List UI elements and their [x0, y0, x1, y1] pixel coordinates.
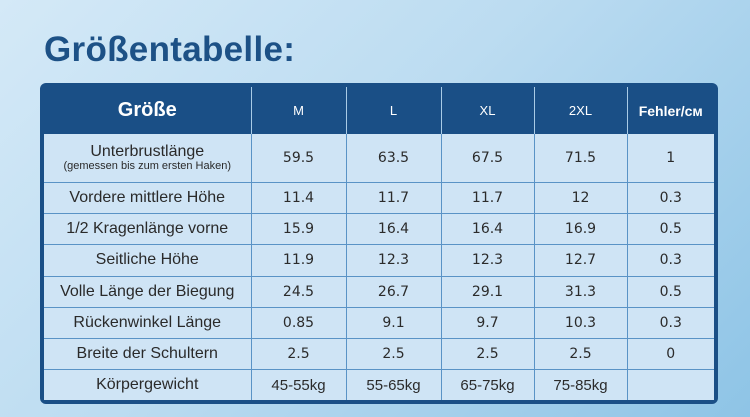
cell-l: 55-65kg [345, 369, 442, 400]
table-row: 1/2 Kragenlänge vorne 15.9 16.4 16.4 16.… [44, 213, 714, 246]
table-row: Unterbrustlänge (gemessen bis zum ersten… [44, 134, 714, 183]
table-row: Volle Länge der Biegung 24.5 26.7 29.1 3… [44, 275, 714, 308]
row-label-sub: (gemessen bis zum ersten Haken) [63, 160, 231, 173]
cell-error: 1 [626, 134, 714, 183]
row-label: Unterbrustlänge (gemessen bis zum ersten… [44, 134, 252, 183]
header-l: L [346, 87, 442, 134]
cell-l: 11.7 [345, 181, 442, 215]
cell-m: 59.5 [250, 134, 347, 183]
cell-2xl: 31.3 [533, 275, 628, 308]
cell-m: 24.5 [250, 275, 347, 308]
row-label: Breite der Schultern [44, 337, 252, 371]
header-xl: XL [441, 87, 535, 134]
cell-error: 0.3 [626, 306, 714, 339]
cell-error: 0.3 [626, 181, 714, 215]
cell-2xl: 12 [533, 181, 628, 215]
cell-xl: 16.4 [440, 213, 535, 246]
header-2xl: 2XL [534, 87, 628, 134]
row-label-main: Unterbrustlänge [90, 143, 205, 161]
row-label: 1/2 Kragenlänge vorne [44, 213, 252, 246]
cell-m: 11.9 [250, 244, 347, 277]
row-label: Volle Länge der Biegung [44, 275, 252, 308]
cell-l: 2.5 [345, 337, 442, 371]
cell-xl: 67.5 [440, 134, 535, 183]
cell-xl: 11.7 [440, 181, 535, 215]
cell-2xl: 75-85kg [533, 369, 628, 400]
table-row: Seitliche Höhe 11.9 12.3 12.3 12.7 0.3 [44, 244, 714, 277]
table-header-row: Größe M L XL 2XL Fehler/cм [44, 87, 714, 134]
header-m: M [251, 87, 347, 134]
cell-xl: 12.3 [440, 244, 535, 277]
size-table: Größe M L XL 2XL Fehler/cм Unterbrustlän… [44, 87, 714, 400]
cell-error: 0.5 [626, 275, 714, 308]
cell-xl: 65-75kg [440, 369, 535, 400]
cell-l: 12.3 [345, 244, 442, 277]
cell-m: 45-55kg [250, 369, 347, 400]
cell-2xl: 71.5 [533, 134, 628, 183]
page-title: Größentabelle: [44, 30, 296, 69]
cell-m: 11.4 [250, 181, 347, 215]
cell-l: 16.4 [345, 213, 442, 246]
table-row: Rückenwinkel Länge 0.85 9.1 9.7 10.3 0.3 [44, 306, 714, 339]
header-size: Größe [44, 87, 252, 134]
row-label: Vordere mittlere Höhe [44, 181, 252, 215]
cell-xl: 2.5 [440, 337, 535, 371]
size-chart-table: Größe M L XL 2XL Fehler/cм Unterbrustlän… [40, 83, 718, 404]
row-label: Rückenwinkel Länge [44, 306, 252, 339]
cell-2xl: 10.3 [533, 306, 628, 339]
cell-2xl: 12.7 [533, 244, 628, 277]
cell-error: 0 [626, 337, 714, 371]
table-row: Vordere mittlere Höhe 11.4 11.7 11.7 12 … [44, 181, 714, 215]
cell-xl: 9.7 [440, 306, 535, 339]
cell-error: 0.5 [626, 213, 714, 246]
table-row: Breite der Schultern 2.5 2.5 2.5 2.5 0 [44, 337, 714, 371]
cell-m: 15.9 [250, 213, 347, 246]
cell-m: 0.85 [250, 306, 347, 339]
cell-m: 2.5 [250, 337, 347, 371]
cell-2xl: 16.9 [533, 213, 628, 246]
header-error: Fehler/cм [627, 87, 714, 134]
cell-2xl: 2.5 [533, 337, 628, 371]
row-label: Körpergewicht [44, 369, 252, 400]
cell-l: 63.5 [345, 134, 442, 183]
cell-l: 9.1 [345, 306, 442, 339]
cell-error: 0.3 [626, 244, 714, 277]
table-row: Körpergewicht 45-55kg 55-65kg 65-75kg 75… [44, 369, 714, 400]
cell-l: 26.7 [345, 275, 442, 308]
cell-xl: 29.1 [440, 275, 535, 308]
cell-error [626, 369, 714, 400]
row-label: Seitliche Höhe [44, 244, 252, 277]
